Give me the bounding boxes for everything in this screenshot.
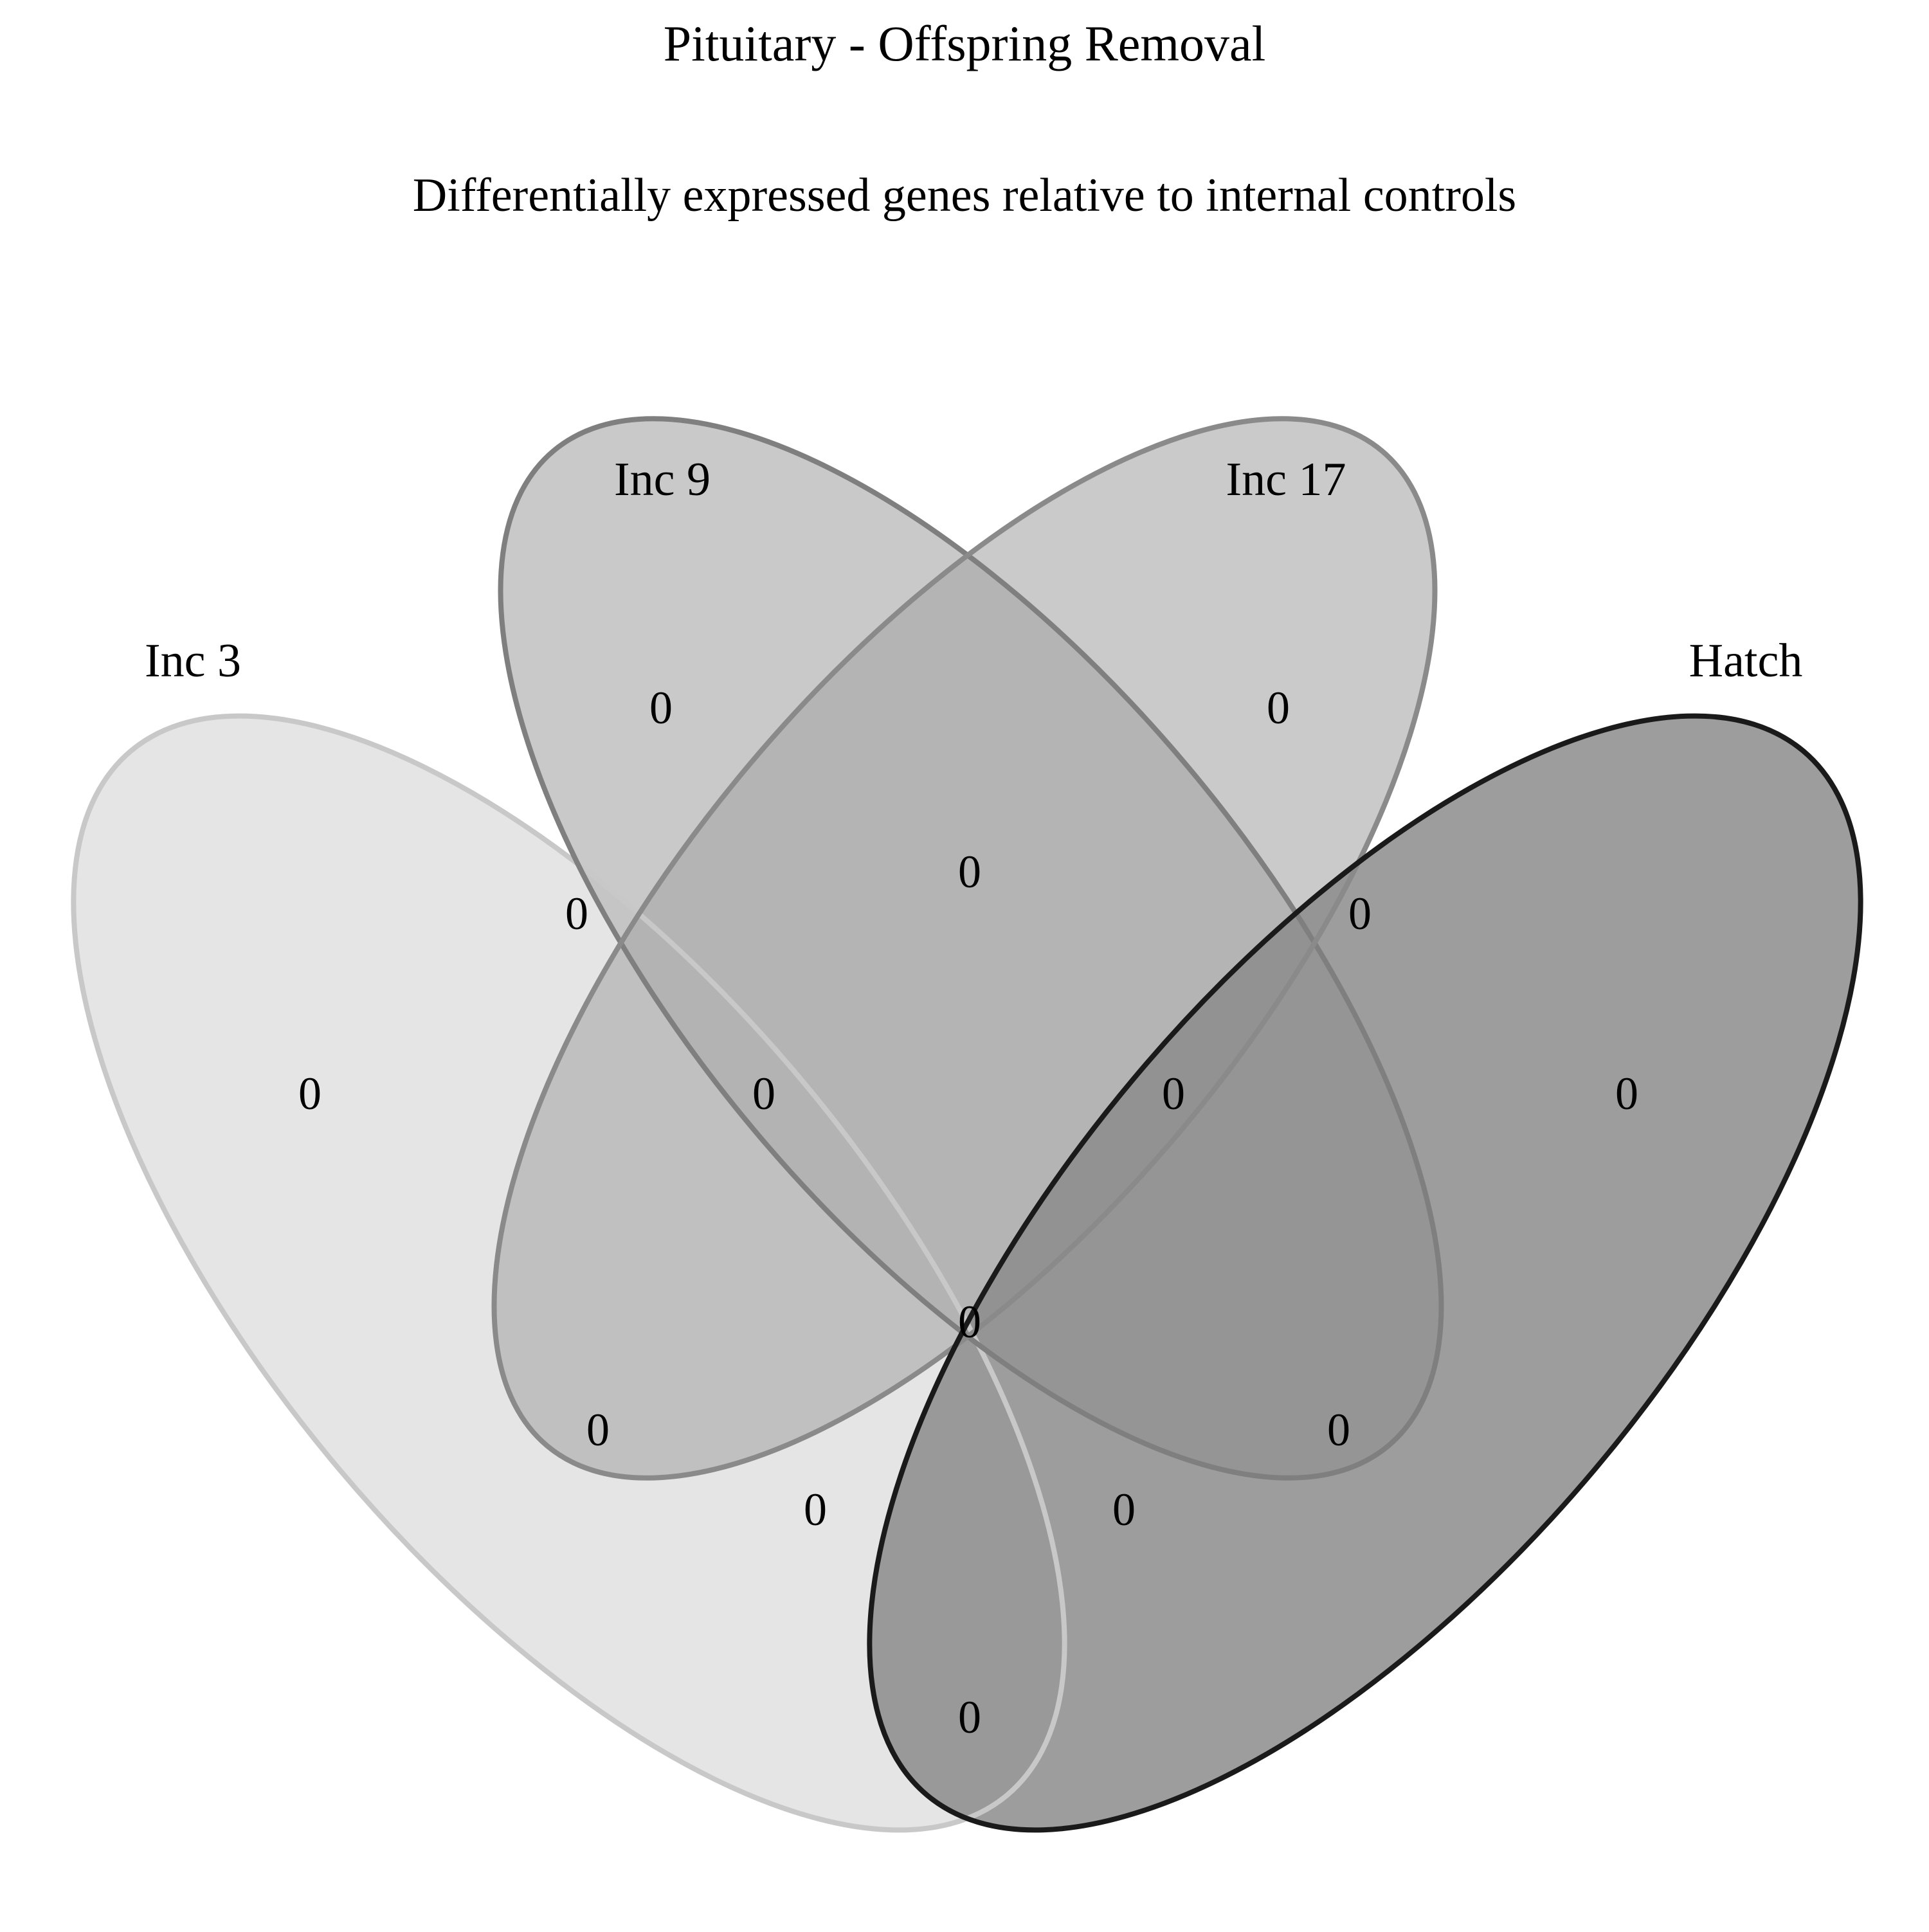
set-label-inc17: Inc 17 (1226, 453, 1346, 506)
count-inc3-inc9-inc17: 0 (752, 1068, 775, 1119)
outline-inc3 (71, 713, 1067, 1833)
count-inc3-inc17-hatch: 0 (804, 1484, 827, 1535)
set-label-inc3: Inc 3 (145, 635, 241, 687)
count-inc9-inc17-hatch: 0 (1162, 1068, 1185, 1119)
outline-inc17 (491, 416, 1438, 1481)
count-inc3-inc9: 0 (565, 888, 588, 939)
outline-inc9 (498, 416, 1444, 1481)
count-all-four: 0 (958, 1296, 981, 1348)
count-inc3-hatch: 0 (958, 1692, 981, 1743)
count-inc9-inc17: 0 (958, 846, 981, 898)
count-hatch-only: 0 (1615, 1068, 1638, 1119)
set-labels: Inc 3 Inc 9 Inc 17 Hatch (145, 453, 1802, 687)
set-outlines (71, 416, 1863, 1833)
count-inc9-hatch: 0 (1327, 1404, 1350, 1456)
count-inc17-only: 0 (1267, 682, 1290, 734)
ellipse-hatch (869, 716, 1861, 1830)
count-inc3-inc9-hatch: 0 (1112, 1484, 1136, 1535)
ellipse-inc17 (494, 419, 1435, 1478)
count-inc17-hatch: 0 (1348, 888, 1372, 939)
outline-hatch (867, 713, 1863, 1833)
diagram-title: Pituitary - Offspring Removal (664, 15, 1266, 71)
count-inc3-inc17: 0 (586, 1404, 610, 1456)
set-label-hatch: Hatch (1689, 635, 1803, 687)
region-counts: 0 0 0 0 0 0 0 0 0 0 0 0 0 0 0 (298, 682, 1638, 1743)
set-ellipses (73, 419, 1861, 1830)
diagram-subtitle: Differentially expressed genes relative … (413, 169, 1516, 222)
count-inc9-only: 0 (649, 682, 673, 734)
set-label-inc9: Inc 9 (614, 453, 711, 506)
count-inc3-only: 0 (298, 1068, 322, 1119)
